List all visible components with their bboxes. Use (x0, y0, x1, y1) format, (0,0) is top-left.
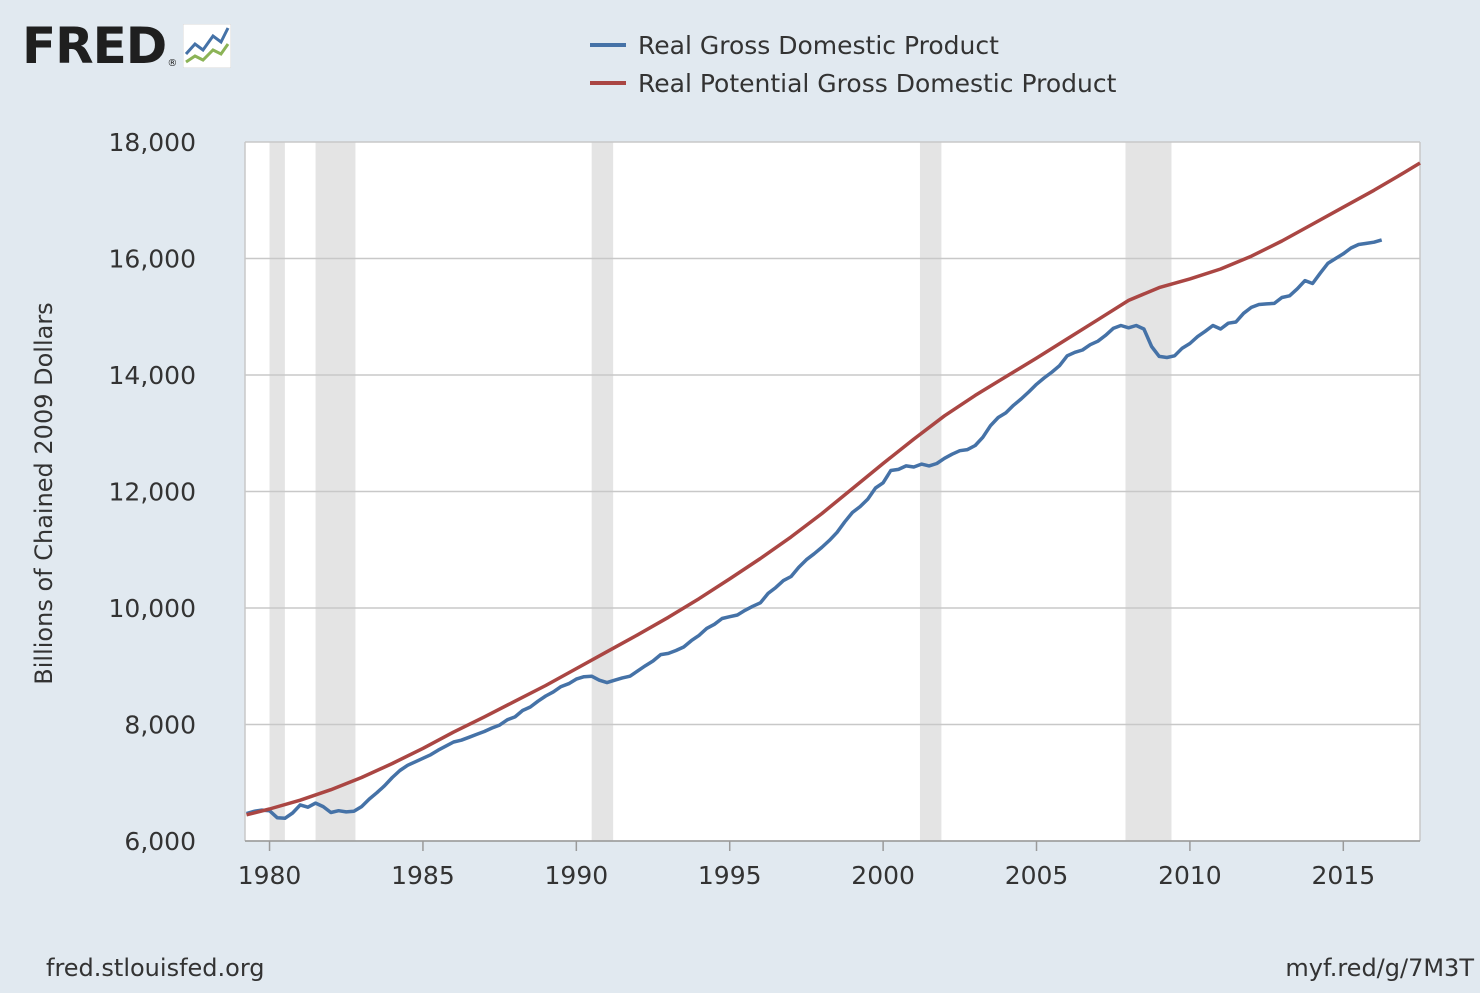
legend-label-potential-gdp: Real Potential Gross Domestic Product (638, 68, 1117, 98)
series-line-potential-gdp (246, 161, 1421, 817)
legend-item-potential-gdp: Real Potential Gross Domestic Product (590, 64, 1116, 102)
legend-item-gdp: Real Gross Domestic Product (590, 26, 1116, 64)
x-tick-label: 2010 (1158, 861, 1222, 890)
legend-label-gdp: Real Gross Domestic Product (638, 30, 999, 60)
chart-legend: Real Gross Domestic Product Real Potenti… (590, 26, 1116, 102)
fred-chart-icon (183, 24, 232, 68)
x-tick-label: 1990 (545, 861, 609, 890)
x-tick-label: 1980 (238, 861, 302, 890)
y-tick-label: 12,000 (109, 478, 196, 507)
y-tick-label: 18,000 (109, 128, 196, 157)
x-tick-label: 2000 (851, 861, 915, 890)
fred-logo-text: FRED (22, 17, 167, 75)
short-link[interactable]: myf.red/g/7M3T (1285, 954, 1474, 982)
series-line-gdp (245, 238, 1383, 821)
y-tick-label: 6,000 (124, 827, 196, 856)
y-tick-label: 16,000 (109, 245, 196, 274)
x-tick-label: 2005 (1005, 861, 1069, 890)
legend-swatch-gdp (590, 43, 626, 47)
x-tick-label: 2015 (1311, 861, 1375, 890)
x-tick-label: 1985 (391, 861, 455, 890)
source-url[interactable]: fred.stlouisfed.org (46, 954, 265, 982)
registered-mark: ® (167, 58, 178, 69)
y-tick-label: 14,000 (109, 361, 196, 390)
y-axis-title: Billions of Chained 2009 Dollars (30, 302, 58, 684)
y-tick-label: 8,000 (124, 711, 196, 740)
fred-logo: FRED ® (22, 17, 232, 75)
legend-swatch-potential-gdp (590, 81, 626, 85)
x-tick-label: 1995 (698, 861, 762, 890)
y-tick-label: 10,000 (109, 594, 196, 623)
